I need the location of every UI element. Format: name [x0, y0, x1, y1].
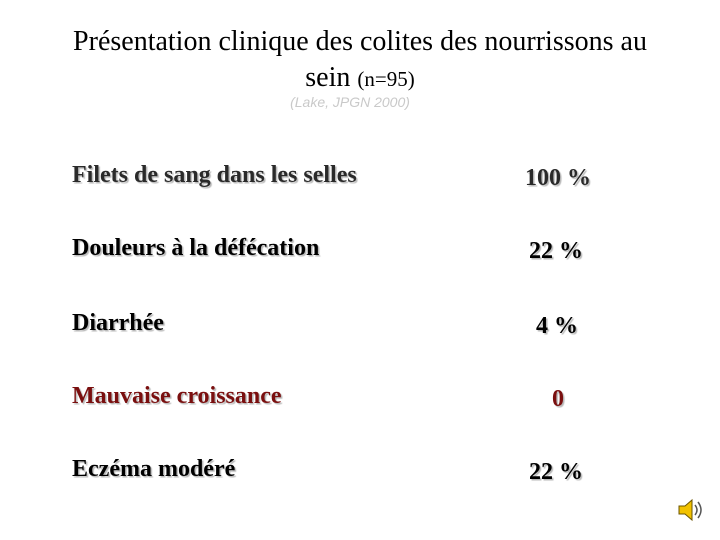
- slide-title: Présentation clinique des colites des no…: [20, 24, 700, 97]
- speaker-icon[interactable]: [676, 496, 706, 524]
- row-label-0: Filets de sang dans les selles: [72, 162, 357, 188]
- row-value-2: 4 %: [536, 313, 578, 339]
- row-value-4: 22 %: [529, 459, 583, 485]
- row-value-1: 22 %: [529, 238, 583, 264]
- row-value-0: 100 %: [525, 165, 591, 191]
- title-line-2-main: sein: [305, 62, 358, 93]
- row-label-3: Mauvaise croissance: [72, 383, 282, 409]
- title-line-1: Présentation clinique des colites des no…: [73, 26, 647, 57]
- row-label-4: Eczéma modéré: [72, 456, 236, 482]
- row-label-2: Diarrhée: [72, 310, 164, 336]
- source-citation: (Lake, JPGN 2000): [290, 94, 410, 110]
- title-line-2: sein (n=95): [20, 60, 700, 97]
- row-value-3: 0: [552, 386, 564, 412]
- row-label-1: Douleurs à la défécation: [72, 235, 320, 261]
- title-sample-size: (n=95): [357, 67, 415, 91]
